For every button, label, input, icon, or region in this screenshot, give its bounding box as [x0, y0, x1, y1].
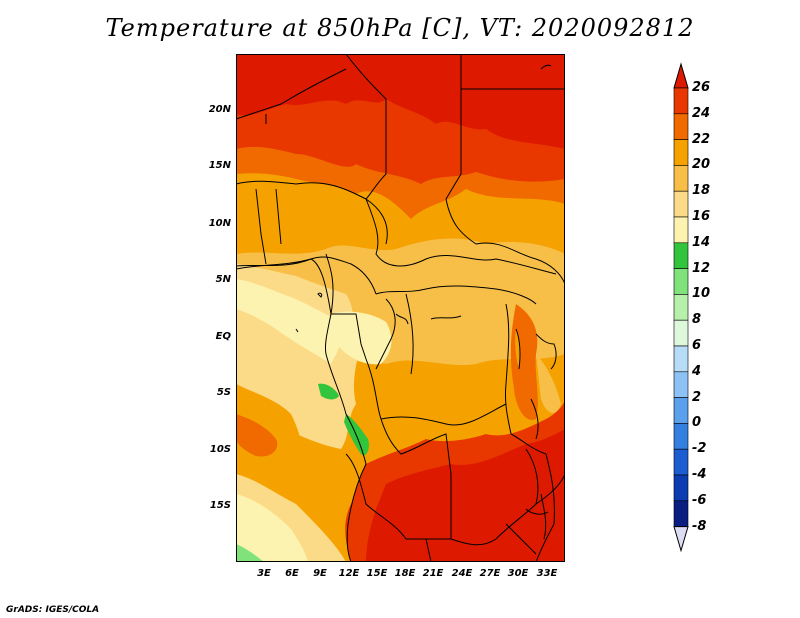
colorbar-label: -4: [692, 467, 707, 482]
colorbar-label: 18: [692, 183, 711, 199]
colorbar-swatch: [673, 371, 689, 398]
lat-label-eq: EQ: [215, 331, 231, 342]
colorbar-swatch: [673, 294, 689, 321]
lon-label-21e: 21E: [422, 568, 444, 579]
lon-label-3e: 3E: [257, 568, 271, 579]
colorbar-label: 12: [692, 260, 711, 276]
lat-label-5s: 5S: [216, 387, 231, 398]
lat-label-15s: 15S: [209, 500, 231, 511]
colorbar-swatch: [673, 242, 689, 269]
colorbar-label: 20: [692, 157, 711, 173]
lat-label-10n: 10N: [208, 218, 231, 229]
lon-label-15e: 15E: [366, 568, 388, 579]
colorbar-swatch: [673, 345, 689, 373]
colorbar-swatch: [673, 190, 689, 218]
colorbar-swatch: [673, 87, 689, 115]
map-panel: [236, 54, 565, 562]
colorbar-swatch: [673, 423, 689, 450]
colorbar-swatch: [673, 448, 689, 476]
colorbar-label: 6: [692, 338, 702, 353]
colorbar-swatch: [673, 139, 689, 166]
colorbar-bottom-arrow: [673, 526, 689, 553]
colorbar-swatch: [673, 216, 689, 244]
colorbar-label: -6: [692, 492, 707, 508]
colorbar-label: 24: [692, 105, 711, 121]
colorbar-swatch: [673, 268, 689, 295]
lon-label-12e: 12E: [338, 568, 360, 579]
lon-label-33e: 33E: [536, 568, 558, 579]
colorbar-label: 8: [692, 312, 702, 328]
lon-label-30e: 30E: [507, 568, 529, 579]
colorbar-label: 26: [692, 80, 711, 95]
colorbar-label: 4: [692, 363, 702, 379]
colorbar-label: 0: [692, 415, 702, 431]
temperature-field: [236, 54, 565, 562]
lat-label-15n: 15N: [208, 160, 231, 171]
colorbar-label: -2: [692, 441, 707, 457]
lon-label-6e: 6E: [285, 568, 299, 579]
colorbar: [673, 62, 689, 553]
lon-label-9e: 9E: [313, 568, 327, 579]
colorbar-label: 2: [692, 389, 702, 405]
colorbar-swatch: [673, 397, 689, 424]
lat-label-20n: 20N: [208, 104, 231, 115]
lon-label-27e: 27E: [479, 568, 501, 579]
colorbar-label: 22: [692, 131, 711, 147]
chart-title: Temperature at 850hPa [C], VT: 202009281…: [105, 14, 695, 42]
colorbar-label: 16: [692, 209, 711, 224]
colorbar-swatch: [673, 500, 689, 527]
lon-label-18e: 18E: [394, 568, 416, 579]
colorbar-label: 14: [692, 234, 711, 250]
colorbar-swatch: [673, 113, 689, 140]
colorbar-swatch: [673, 474, 689, 502]
colorbar-label: -8: [692, 518, 707, 534]
lat-label-5n: 5N: [215, 274, 231, 285]
colorbar-swatch: [673, 165, 689, 192]
colorbar-swatch: [673, 319, 689, 347]
grads-credit: GrADS: IGES/COLA: [6, 605, 100, 615]
colorbar-top-arrow: [673, 62, 689, 89]
lon-label-24e: 24E: [451, 568, 473, 579]
colorbar-label: 10: [692, 286, 711, 302]
lat-label-10s: 10S: [209, 444, 231, 455]
